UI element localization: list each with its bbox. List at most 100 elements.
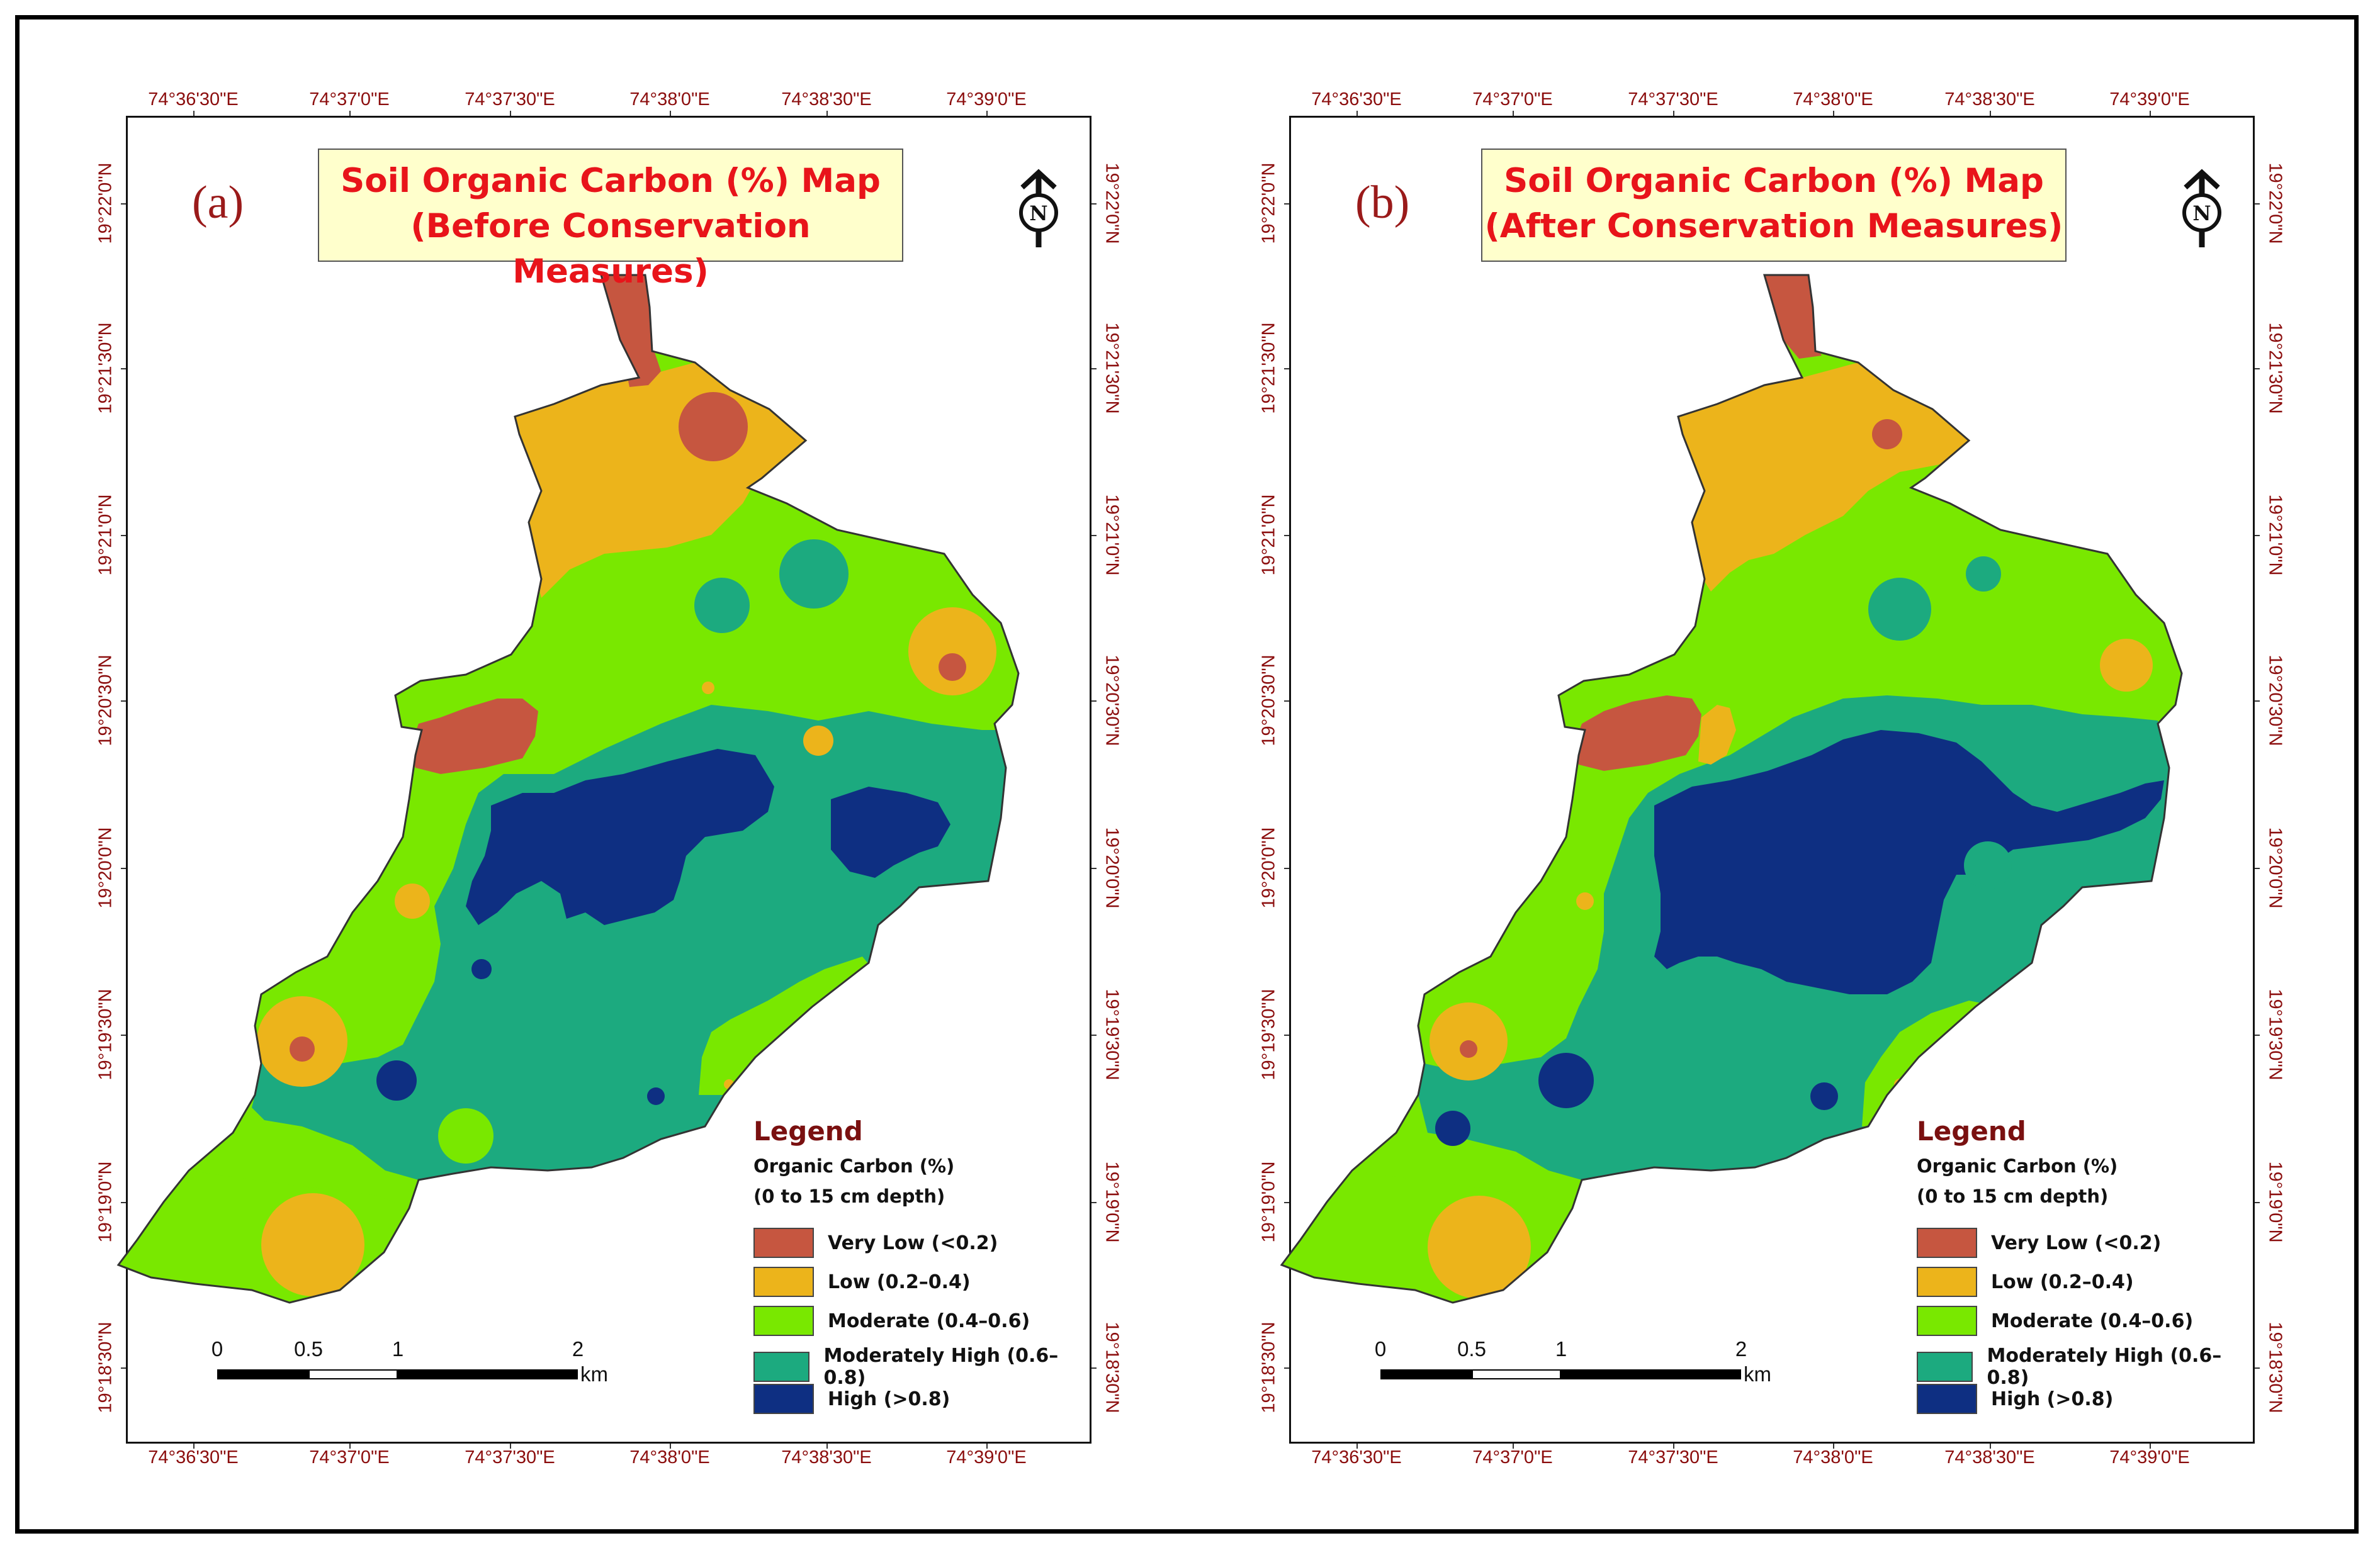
scale-label: 2 <box>1735 1337 1747 1361</box>
tick-mark <box>1091 535 1097 536</box>
tick-mark <box>2255 203 2260 205</box>
watershed-boundary <box>116 274 1020 1304</box>
longitude-label: 74°37'30"E <box>465 1447 555 1468</box>
zone-low <box>261 1193 364 1296</box>
tick-mark <box>121 1035 126 1036</box>
latitude-label: 19°20'0"N <box>95 827 116 909</box>
scale-label: 2 <box>572 1337 584 1361</box>
soc-map <box>116 274 1020 1304</box>
tick-mark <box>1284 535 1289 536</box>
zone-low <box>1576 892 1594 910</box>
legend-subtitle: Organic Carbon (%) <box>1917 1155 2118 1177</box>
legend-item: Very Low (<0.2) <box>1917 1228 2161 1258</box>
zone-high <box>376 1060 417 1101</box>
tick-mark <box>1284 868 1289 869</box>
tick-mark <box>2255 1202 2260 1203</box>
panel-letter: (b) <box>1355 177 1410 228</box>
latitude-label: 19°21'0"N <box>2265 494 2286 576</box>
scale-segment <box>398 1369 578 1379</box>
zone-low <box>395 884 430 919</box>
legend-swatch <box>1917 1228 1977 1258</box>
latitude-label: 19°22'0"N <box>2265 162 2286 244</box>
latitude-label: 19°20'30"N <box>1258 654 1279 746</box>
scale-unit: km <box>1744 1362 1771 1386</box>
latitude-label: 19°20'0"N <box>2265 827 2286 909</box>
longitude-label: 74°36'30"E <box>1311 89 1402 109</box>
latitude-label: 19°19'30"N <box>2265 989 2286 1081</box>
tick-mark <box>121 700 126 702</box>
legend-swatch <box>753 1306 814 1336</box>
tick-mark <box>826 111 828 116</box>
zone-high <box>466 749 774 925</box>
legend-item: Low (0.2–0.4) <box>1917 1267 2134 1297</box>
longitude-label: 74°36'30"E <box>148 1447 239 1468</box>
zone-high <box>831 787 950 878</box>
tick-mark <box>1284 1202 1289 1203</box>
legend-label: High (>0.8) <box>1991 1388 2114 1410</box>
legend-subtitle: Organic Carbon (%) <box>753 1155 955 1177</box>
zone-very-low <box>939 653 966 681</box>
legend: Legend Organic Carbon (%) (0 to 15 cm dept… <box>1917 1116 2244 1430</box>
tick-mark <box>1091 1035 1097 1036</box>
longitude-label: 74°37'0"E <box>1472 1447 1553 1468</box>
zone-high <box>471 959 492 979</box>
map-title-line2: (Before Conservation Measures) <box>410 207 811 291</box>
latitude-label: 19°20'30"N <box>95 654 116 746</box>
longitude-label: 74°37'0"E <box>1472 89 1553 109</box>
longitude-label: 74°37'30"E <box>465 89 555 109</box>
tick-mark <box>826 1444 828 1449</box>
tick-mark <box>1284 203 1289 205</box>
north-arrow-icon: N <box>1019 169 1058 247</box>
tick-mark <box>1513 1444 1514 1449</box>
legend-label: High (>0.8) <box>828 1388 950 1410</box>
scale-label: 0 <box>211 1337 223 1361</box>
legend-swatch <box>753 1228 814 1258</box>
longitude-label: 74°38'0"E <box>1793 89 1873 109</box>
latitude-label: 19°21'30"N <box>1102 322 1122 414</box>
latitude-label: 19°22'0"N <box>95 162 116 244</box>
zone-low <box>1678 362 1969 592</box>
zone-low <box>908 607 996 695</box>
tick-mark <box>1091 1202 1097 1203</box>
tick-mark <box>670 1444 671 1449</box>
legend-title: Legend <box>753 1116 863 1147</box>
scale-bar: 0 0.5 1 2 km <box>1163 1337 1793 1388</box>
tick-mark <box>349 111 351 116</box>
north-arrow-letter: N <box>1029 201 1047 225</box>
legend-swatch <box>753 1384 814 1414</box>
latitude-label: 19°21'0"N <box>1102 494 1122 576</box>
latitude-label: 19°19'30"N <box>1258 989 1279 1081</box>
latitude-label: 19°21'30"N <box>1258 322 1279 414</box>
tick-mark <box>2255 868 2260 869</box>
tick-mark <box>1284 368 1289 369</box>
legend-item: Moderately High (0.6–0.8) <box>753 1345 1081 1389</box>
latitude-label: 19°18'30"N <box>2265 1322 2286 1413</box>
latitude-label: 19°22'0"N <box>1258 162 1279 244</box>
tick-mark <box>986 1444 988 1449</box>
latitude-label: 19°21'0"N <box>95 494 116 576</box>
longitude-label: 74°38'0"E <box>629 89 710 109</box>
tick-mark <box>2255 535 2260 536</box>
longitude-label: 74°38'30"E <box>781 1447 872 1468</box>
legend-item: High (>0.8) <box>753 1384 950 1414</box>
zone-high <box>1435 1111 1470 1146</box>
tick-mark <box>1091 700 1097 702</box>
latitude-label: 19°22'0"N <box>1102 162 1122 244</box>
longitude-label: 74°39'0"E <box>2109 89 2190 109</box>
legend-label: Moderate (0.4–0.6) <box>1991 1310 2194 1332</box>
longitude-label: 74°38'30"E <box>1944 1447 2035 1468</box>
zone-low <box>702 682 714 694</box>
scale-label: 1 <box>392 1337 404 1361</box>
scale-label: 0.5 <box>294 1337 323 1361</box>
scale-label: 1 <box>1555 1337 1567 1361</box>
zone-high <box>647 1087 665 1105</box>
tick-mark <box>1284 1035 1289 1036</box>
tick-mark <box>2150 111 2151 116</box>
longitude-label: 74°37'0"E <box>309 1447 390 1468</box>
map-panel-a: 74°36'30"E 74°36'30"E 74°37'0"E 74°37'0"E 74… <box>0 0 1122 1555</box>
legend-item: Very Low (<0.2) <box>753 1228 998 1258</box>
tick-mark <box>193 111 195 116</box>
soc-map <box>1280 274 2183 1304</box>
longitude-label: 74°37'30"E <box>1628 1447 1718 1468</box>
tick-mark <box>349 1444 351 1449</box>
